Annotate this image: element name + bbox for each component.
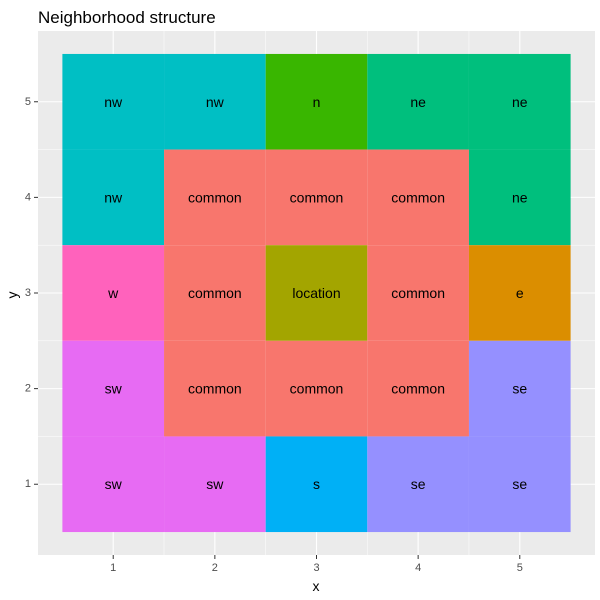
tile-common [265, 340, 368, 437]
cell-label: common [188, 285, 242, 301]
tile-common [164, 245, 266, 341]
cell-label: se [411, 476, 426, 492]
tile-ne [468, 53, 571, 150]
y-tick-label: 1 [25, 478, 31, 490]
tile-sw [62, 436, 165, 533]
tile-s [265, 436, 368, 533]
tile-common [164, 340, 266, 437]
cell-label: common [391, 285, 445, 301]
cell-label: location [292, 285, 340, 301]
chart-title: Neighborhood structure [38, 8, 216, 27]
tiles [62, 53, 571, 533]
tile-n [265, 53, 368, 150]
x-tick-label: 5 [517, 562, 523, 574]
cell-label: common [290, 381, 344, 397]
cell-label: se [512, 476, 527, 492]
y-tick-label: 4 [25, 191, 31, 203]
tile-w [62, 245, 165, 341]
x-tick-label: 4 [415, 562, 421, 574]
tile-common [164, 149, 266, 246]
tile-nw [62, 149, 165, 246]
cell-label: common [188, 381, 242, 397]
tile-common [265, 149, 368, 246]
cell-label: nw [206, 94, 225, 110]
cell-label: se [512, 381, 527, 397]
tile-location [265, 245, 368, 341]
y-tick-label: 5 [25, 96, 31, 108]
x-axis-title: x [313, 578, 320, 594]
x-tick-label: 2 [212, 562, 218, 574]
cell-label: s [313, 476, 320, 492]
tile-sw [164, 436, 266, 533]
cell-label: nw [104, 189, 123, 205]
cell-label: ne [410, 94, 426, 110]
tile-common [367, 340, 469, 437]
tile-e [468, 245, 571, 341]
x-tick-label: 3 [313, 562, 319, 574]
y-tick-label: 3 [25, 287, 31, 299]
tile-common [367, 245, 469, 341]
tile-se [367, 436, 469, 533]
tile-sw [62, 340, 165, 437]
cell-label: common [188, 189, 242, 205]
y-axis-title: y [4, 292, 20, 299]
tile-common [367, 149, 469, 246]
tile-nw [62, 53, 165, 150]
cell-label: ne [512, 94, 528, 110]
cell-label: e [516, 285, 524, 301]
cell-label: sw [105, 381, 123, 397]
cell-label: w [107, 285, 119, 301]
cell-labels: nw nw n ne ne nw common common common ne w common lo… [104, 94, 528, 492]
tile-ne [468, 149, 571, 246]
cell-label: common [290, 189, 344, 205]
tile-se [468, 340, 571, 437]
tile-se [468, 436, 571, 533]
cell-label: common [391, 189, 445, 205]
cell-label: common [391, 381, 445, 397]
axes: 1 2 3 4 5 1 2 3 4 5 [25, 96, 523, 574]
cell-label: sw [206, 476, 224, 492]
cell-label: n [313, 94, 321, 110]
x-tick-label: 1 [110, 562, 116, 574]
tile-ne [367, 53, 469, 150]
cell-label: nw [104, 94, 123, 110]
tile-nw [164, 53, 266, 150]
cell-label: ne [512, 189, 528, 205]
cell-label: sw [105, 476, 123, 492]
y-tick-label: 2 [25, 383, 31, 395]
